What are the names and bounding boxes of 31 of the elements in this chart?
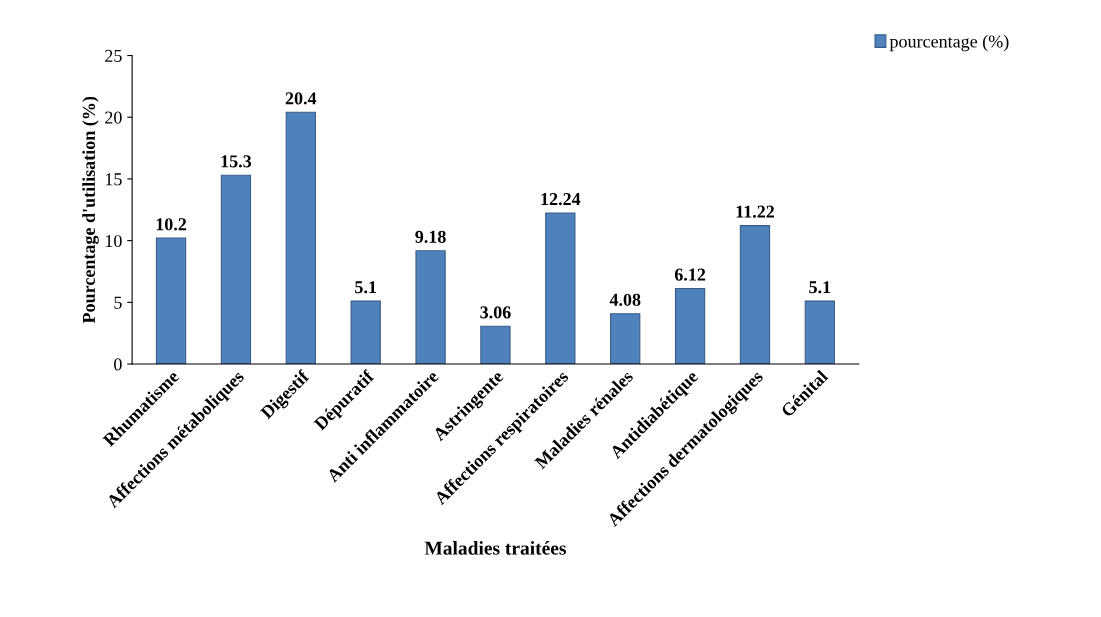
y-tick-label: 25 — [105, 49, 122, 62]
y-tick-label: 0 — [114, 358, 122, 371]
data-label: 6.12 — [674, 268, 706, 281]
x-axis-title: Maladies traitées — [424, 541, 566, 555]
bar — [610, 313, 641, 365]
data-label: 12.24 — [541, 193, 581, 206]
y-axis-title: Pourcentage d'utilisation (%) — [82, 96, 99, 324]
bar — [804, 300, 836, 365]
data-label: 20.4 — [285, 92, 317, 105]
bar — [285, 111, 316, 365]
data-label: 10.2 — [156, 218, 187, 231]
y-tick-label: 10 — [105, 234, 122, 248]
bar — [350, 300, 381, 365]
bar — [674, 287, 706, 365]
data-label: 15.3 — [221, 155, 252, 168]
bar — [545, 212, 576, 365]
data-label: 3.06 — [480, 306, 511, 319]
data-label: 5.1 — [809, 281, 831, 294]
data-label: 5.1 — [355, 281, 377, 294]
bar — [415, 250, 446, 365]
data-label: 9.18 — [415, 230, 446, 243]
data-label: 4.08 — [609, 293, 641, 306]
legend-label: pourcentage (%) — [889, 34, 1009, 52]
data-label: 11.22 — [736, 205, 775, 218]
y-tick-label: 20 — [105, 111, 122, 124]
y-tick-label: 15 — [105, 173, 122, 186]
bar — [739, 225, 771, 365]
y-tick-label: 5 — [114, 296, 122, 309]
bar — [220, 174, 252, 365]
bar — [155, 237, 187, 365]
bar — [480, 325, 511, 365]
